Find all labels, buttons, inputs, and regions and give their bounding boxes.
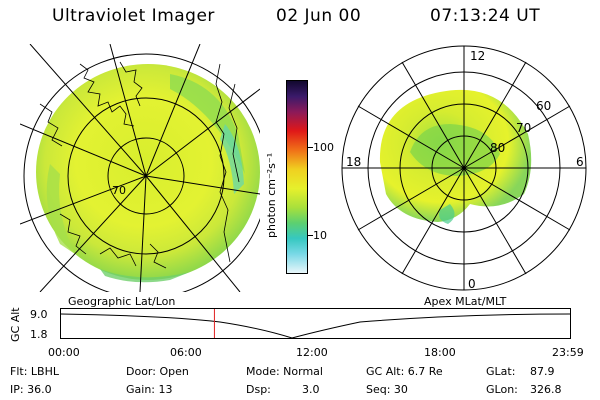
seq-status: Seq: 30 [366,383,408,396]
lat-label: 70 [112,184,126,197]
geographic-projection-label: Geographic Lat/Lon [68,295,176,308]
colorbar [286,80,313,274]
timeline-xtick-1: 06:00 [170,346,202,359]
mode-status: Mode: Normal [246,365,323,378]
glon-label: GLon: [486,383,518,396]
timeline-ytick-high: 9.0 [30,308,48,321]
time-readout: 07:13:24 UT [430,6,541,26]
mlat-mlt-map: 12 18 6 0 60 70 80 [341,45,587,291]
app-title: Ultraviolet Imager [52,6,215,26]
glon-value: 326.8 [530,383,562,396]
mlat-label-80: 80 [490,141,505,155]
gc-alt-status: GC Alt: 6.7 Re [366,365,443,378]
colorbar-unit-label: photon cm⁻²s⁻¹ [265,152,278,238]
glat-label: GLat: [486,365,516,378]
mlat-label-60: 60 [536,99,551,113]
mlat-label-70: 70 [516,121,531,135]
colorbar-tick-100: 100 [313,141,334,154]
timeline-xtick-4: 23:59 [552,346,584,359]
mlt-label-18: 18 [346,155,361,169]
timeline-plot [60,308,572,339]
date-readout: 02 Jun 00 [276,6,362,26]
timeline-axis-label: GC Alt [9,307,22,342]
dsp-value: 3.0 [302,383,320,396]
timeline-xtick-3: 18:00 [424,346,456,359]
timeline-ytick-low: 1.8 [30,328,48,341]
timeline-xtick-2: 12:00 [296,346,328,359]
dsp-label: Dsp: [246,383,271,396]
gain-status: Gain: 13 [126,383,173,396]
mlt-label-6: 6 [576,155,584,169]
apex-projection-label: Apex MLat/MLT [424,295,507,308]
colorbar-tick-10: 10 [313,229,327,242]
door-status: Door: Open [126,365,189,378]
glat-value: 87.9 [530,365,555,378]
geographic-map: 70 [20,44,260,292]
mlt-label-12: 12 [470,49,485,63]
altitude-curve [60,313,572,339]
ip-status: IP: 36.0 [10,383,52,396]
filter-status: Flt: LBHL [10,365,59,378]
timeline-xtick-0: 00:00 [48,346,80,359]
mlt-label-0: 0 [468,277,476,291]
